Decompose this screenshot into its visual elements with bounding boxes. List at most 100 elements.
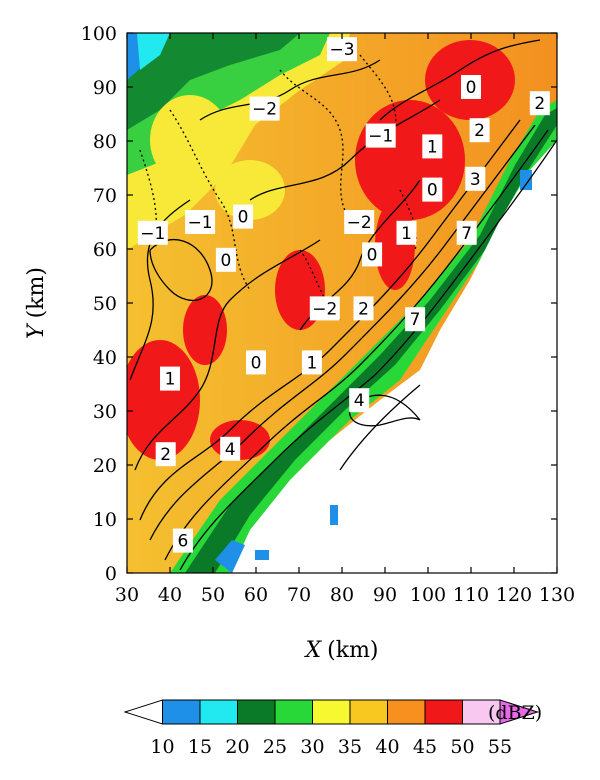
colorbar-tick-label: 35 [338, 736, 362, 758]
colorbar-tick-label: 30 [300, 736, 324, 758]
y-tick-label: 40 [93, 347, 117, 369]
contour-label: 0 [238, 208, 249, 228]
contour-label: 0 [251, 353, 262, 373]
contour-label-box [160, 366, 180, 391]
contour-label: 1 [401, 224, 412, 244]
x-tick-label: 80 [330, 584, 354, 606]
contour-label: −1 [188, 213, 213, 233]
colorbar-segment [349, 699, 388, 725]
contour-label-box [456, 220, 477, 245]
colorbar-segment [462, 699, 501, 725]
contour-label: 0 [466, 78, 477, 98]
contour-label: 4 [354, 391, 365, 411]
contour-label: 6 [177, 532, 188, 552]
contour-label: 1 [165, 370, 176, 390]
contour-label: −1 [368, 127, 393, 147]
contour-label-box [422, 177, 443, 202]
x-tick-label: 90 [373, 584, 397, 606]
contour-label-box [301, 350, 322, 375]
contour-label: −1 [140, 224, 165, 244]
contour-label: 2 [358, 299, 369, 319]
colorbar-tick-label: 45 [413, 736, 437, 758]
colorbar-low-extension [123, 699, 163, 725]
contour-label: 2 [534, 94, 545, 114]
x-tick-label: 60 [244, 584, 268, 606]
contour-label-box [405, 307, 426, 332]
contour-label-box [327, 37, 357, 62]
colorbar-segment [237, 699, 276, 725]
contour-label: 2 [160, 445, 171, 465]
contour-label: 4 [225, 440, 236, 460]
contour-label-box [137, 220, 168, 245]
contour-label: 0 [427, 181, 438, 201]
x-axis: 30 40 50 60 70 80 90 100 110 120 130 [115, 33, 575, 606]
x-tick-label: 130 [539, 584, 575, 606]
colorbar-tick-label: 10 [150, 736, 174, 758]
y-tick-label: 50 [93, 293, 117, 315]
contour-labels: −3 0 2 −2 −1 2 1 0 3 0 −1 −1 −2 1 7 0 0 −2 2 7 0 1 1 4 2 4 6 [137, 37, 550, 553]
contour-label-box [465, 166, 486, 191]
x-axis-label: X (km) [303, 638, 378, 663]
contour-label: 7 [461, 224, 472, 244]
contour-label-box [344, 210, 375, 234]
contour-label-box [249, 96, 280, 121]
contour-label: 1 [427, 137, 438, 157]
contour-label: 3 [470, 170, 481, 190]
contour-label: 0 [367, 245, 378, 265]
colorbar-tick-label: 15 [188, 736, 212, 758]
colorbar-unit-label: (dBZ) [488, 702, 542, 724]
x-tick-label: 40 [158, 584, 182, 606]
contour-label-box [422, 134, 443, 159]
contour-label: 7 [410, 310, 421, 330]
x-tick-label: 100 [410, 584, 446, 606]
colorbar-tick-label: 50 [450, 736, 474, 758]
contour-label-box [155, 442, 176, 467]
colorbar: 10 15 20 25 30 35 40 45 50 55 [123, 699, 540, 758]
x-tick-label: 30 [115, 584, 139, 606]
vertical-velocity-contours [129, 39, 557, 571]
contour-label: 1 [306, 353, 317, 373]
y-tick-label: 30 [93, 401, 117, 423]
contour-label-box [172, 528, 193, 553]
contour-label-box [396, 220, 417, 245]
contour-label-box [365, 123, 396, 148]
y-tick-label: 60 [93, 239, 117, 261]
contour-label-box [309, 296, 340, 321]
colorbar-tick-label: 40 [375, 736, 399, 758]
contour-label: −2 [312, 299, 337, 319]
contour-label-box [461, 75, 481, 99]
contour-label-box [353, 296, 374, 321]
contour-label: 0 [220, 251, 231, 271]
contour-label-box [215, 247, 236, 272]
contour-label-box [185, 210, 216, 234]
y-tick-label: 0 [105, 563, 117, 585]
colorbar-segment [387, 699, 426, 725]
y-tick-label: 90 [93, 77, 117, 99]
y-tick-label: 20 [93, 455, 117, 477]
colorbar-segment [199, 699, 238, 725]
colorbar-segment [162, 699, 201, 725]
colorbar-high-extension [499, 699, 540, 725]
contour-label-box [233, 204, 254, 229]
x-tick-label: 110 [453, 584, 489, 606]
y-tick-label: 10 [93, 509, 117, 531]
colorbar-tick-label: 25 [263, 736, 287, 758]
contour-label-box [246, 350, 266, 375]
contour-label: −3 [329, 40, 354, 60]
colorbar-segment [312, 699, 351, 725]
x-tick-label: 120 [496, 584, 532, 606]
colorbar-tick-label: 55 [488, 736, 512, 758]
colorbar-segment [274, 699, 313, 725]
x-tick-label: 50 [201, 584, 225, 606]
y-tick-label: 100 [81, 23, 117, 45]
contour-label: 2 [474, 121, 485, 141]
contour-label: −2 [252, 100, 277, 120]
contour-label-box [362, 242, 383, 267]
y-tick-label: 80 [93, 131, 117, 153]
contour-label-box [469, 118, 490, 143]
colorbar-tick-label: 20 [225, 736, 249, 758]
contour-label-box [529, 91, 550, 116]
contour-label-box [349, 388, 370, 413]
